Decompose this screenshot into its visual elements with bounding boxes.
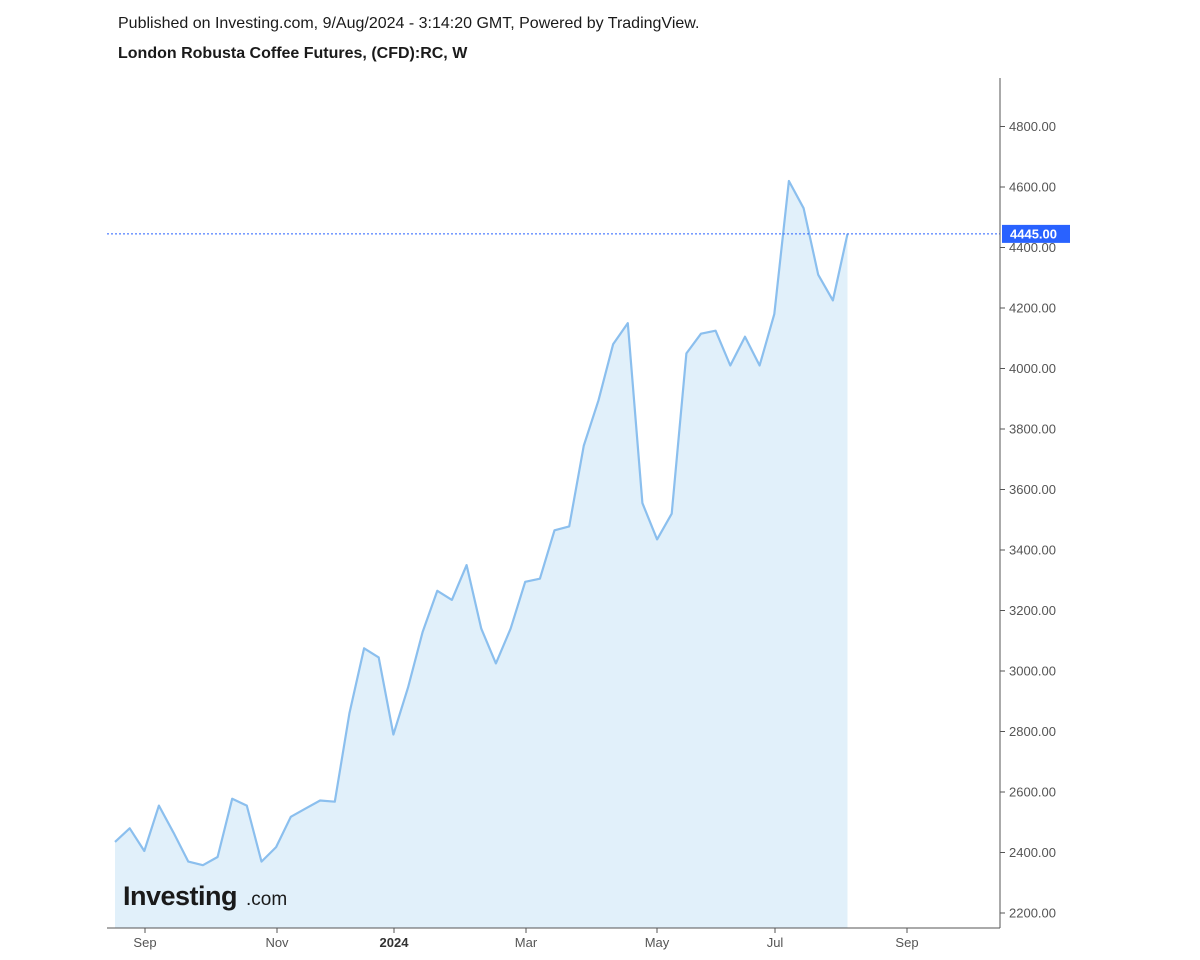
last-price-tag: 4445.00 — [1002, 224, 1070, 243]
y-tick-label: 4800.00 — [1009, 119, 1056, 134]
y-tick-label: 2400.00 — [1009, 845, 1056, 860]
logo-suffix: .com — [246, 889, 287, 910]
price-line — [114, 179, 849, 867]
y-axis: 2200.00 2400.00 2600.00 2800.00 3000.00 3200.… — [1000, 119, 1056, 921]
x-tick-label: Nov — [265, 935, 289, 950]
y-tick-label: 3600.00 — [1009, 482, 1056, 497]
y-tick-label: 3400.00 — [1009, 543, 1056, 558]
y-tick-label: 4400.00 — [1009, 240, 1056, 255]
price-area-fill — [115, 181, 848, 928]
y-tick-label: 2600.00 — [1009, 785, 1056, 800]
x-tick-label: Sep — [133, 935, 156, 950]
y-tick-label: 3800.00 — [1009, 422, 1056, 437]
chart-header: Published on Investing.com, 9/Aug/2024 -… — [118, 12, 699, 66]
last-price-tag-bg — [1002, 224, 1070, 243]
y-tick-label: 3000.00 — [1009, 664, 1056, 679]
logo-text: Investing — [123, 881, 237, 911]
investing-logo: Investing .com — [123, 881, 287, 911]
x-axis: Sep Nov 2024 Mar May Jul Sep — [133, 928, 919, 950]
x-tick-label: 2024 — [380, 935, 410, 950]
x-tick-label: May — [645, 935, 670, 950]
y-tick-label: 4200.00 — [1009, 301, 1056, 316]
chart-title: London Robusta Coffee Futures, (CFD):RC,… — [118, 45, 468, 62]
last-price-value: 4445.00 — [1010, 226, 1057, 241]
x-tick-label: Mar — [515, 935, 538, 950]
x-tick-label: Sep — [895, 935, 918, 950]
y-tick-label: 4600.00 — [1009, 180, 1056, 195]
y-tick-label: 3200.00 — [1009, 603, 1056, 618]
published-note: Published on Investing.com, 9/Aug/2024 -… — [118, 15, 700, 32]
y-tick-label: 2200.00 — [1009, 906, 1056, 921]
y-tick-label: 2800.00 — [1009, 724, 1056, 739]
plot-area — [114, 179, 849, 928]
x-tick-label: Jul — [767, 935, 784, 950]
y-tick-label: 4000.00 — [1009, 361, 1056, 376]
